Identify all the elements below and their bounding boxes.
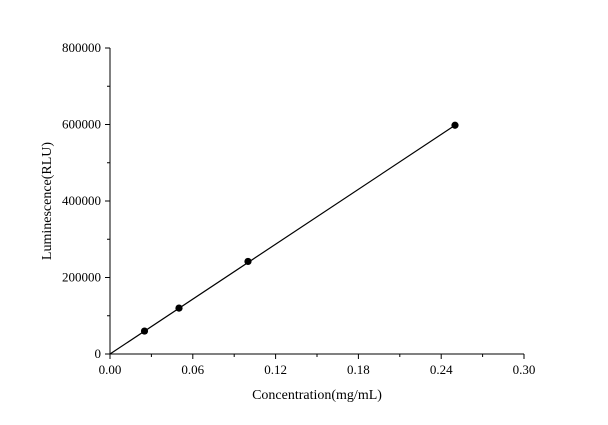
fit-line-group <box>109 124 456 355</box>
y-tick-label: 200000 <box>62 270 101 285</box>
x-tick-label: 0.24 <box>430 362 453 377</box>
data-point <box>244 257 252 266</box>
data-points <box>140 121 459 335</box>
y-tick-label: 0 <box>95 346 102 361</box>
data-point <box>140 327 149 335</box>
x-tick-label: 0.30 <box>513 362 536 377</box>
x-tick-label: 0.18 <box>347 362 370 377</box>
x-axis-title: Concentration(mg/mL) <box>252 388 382 403</box>
x-tick-label: 0.06 <box>181 362 204 377</box>
y-tick-label: 400000 <box>62 193 101 208</box>
x-tick-label: 0.00 <box>99 362 122 377</box>
x-tick-label: 0.12 <box>264 362 287 377</box>
x-ticks: 0.00 0.06 0.12 0.18 0.24 0.30 <box>99 354 536 377</box>
fit-line <box>109 124 456 355</box>
data-point <box>451 121 459 129</box>
y-tick-label: 800000 <box>62 40 101 55</box>
y-tick-label: 600000 <box>62 117 101 132</box>
data-point <box>175 304 183 312</box>
y-ticks: 0 200000 400000 600000 800000 <box>62 40 110 361</box>
y-axis-title: Luminescence(RLU) <box>40 142 55 261</box>
axes <box>109 48 524 355</box>
